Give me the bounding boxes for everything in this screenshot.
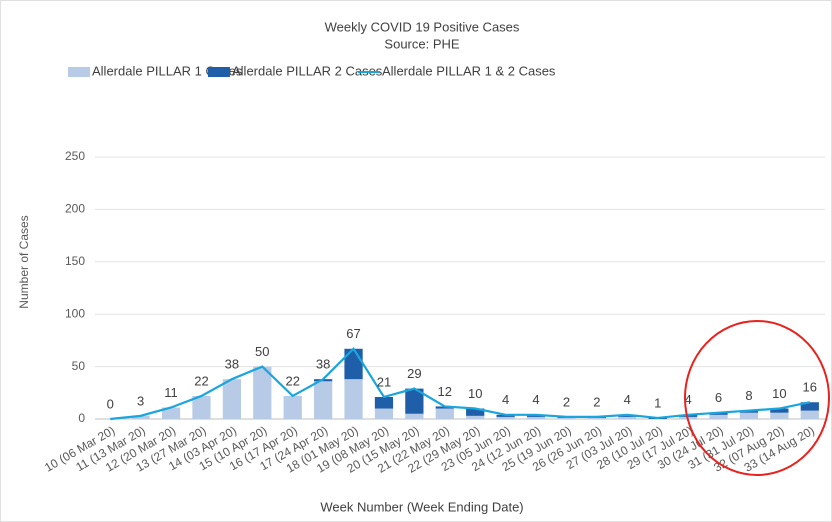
bar: [770, 412, 789, 419]
bar: [770, 408, 789, 413]
data-label: 21: [377, 374, 391, 389]
bar: [374, 408, 394, 419]
data-label: 38: [316, 357, 330, 372]
y-tick-label: 200: [65, 202, 85, 216]
bar: [344, 379, 363, 419]
data-label: 11: [164, 385, 178, 400]
y-tick-label: 50: [72, 359, 86, 373]
data-label: 6: [715, 390, 722, 405]
y-tick-label: 0: [78, 411, 85, 425]
bar: [283, 395, 302, 419]
bar: [405, 388, 424, 414]
data-label: 1: [654, 395, 661, 410]
line: [110, 347, 811, 421]
bar: [526, 416, 546, 419]
data-label: 22: [285, 373, 299, 388]
bar: [800, 410, 819, 419]
y-tick-label: 150: [65, 254, 85, 268]
data-label: 3: [137, 393, 144, 408]
bar: [314, 381, 333, 419]
bar: [161, 407, 181, 419]
chart-title: Weekly COVID 19 Positive Cases: [325, 19, 520, 34]
data-label: 38: [225, 357, 239, 372]
data-label: 29: [407, 366, 421, 381]
data-label: 0: [107, 396, 114, 411]
bar: [131, 415, 150, 419]
bar: [587, 417, 606, 419]
y-axis-label: Number of Cases: [17, 215, 31, 308]
bar: [800, 402, 819, 411]
bar: [557, 417, 576, 419]
bar: [466, 408, 485, 416]
bar: [374, 396, 394, 409]
x-axis-label: Week Number (Week Ending Date): [320, 499, 523, 514]
data-label: 12: [438, 384, 452, 399]
data-label: 10: [772, 386, 786, 401]
highlight-circle: [684, 320, 830, 476]
bar: [709, 414, 728, 419]
data-label: 4: [502, 392, 509, 407]
chart-subtitle: Source: PHE: [384, 36, 459, 51]
data-label: 10: [468, 386, 482, 401]
legend-label: Allerdale PILLAR 2 Cases: [232, 63, 383, 78]
bar: [496, 416, 515, 419]
bar: [739, 412, 759, 419]
legend-swatch: [68, 67, 90, 77]
bar: [192, 395, 211, 419]
bar: [344, 348, 363, 380]
bar: [435, 408, 454, 419]
data-label: 67: [346, 326, 360, 341]
data-label: 8: [745, 388, 752, 403]
data-label: 22: [194, 373, 208, 388]
data-label: 2: [563, 394, 570, 409]
bar: [405, 413, 424, 419]
legend-swatch: [208, 67, 230, 77]
bar: [466, 415, 485, 419]
data-label: 4: [624, 392, 631, 407]
bar: [222, 379, 241, 419]
legend-label: Allerdale PILLAR 1 & 2 Cases: [382, 63, 556, 78]
bar: [253, 366, 272, 419]
data-label: 2: [593, 394, 600, 409]
legend-label: Allerdale PILLAR 1 Cases: [92, 63, 243, 78]
y-tick-label: 100: [65, 306, 85, 320]
data-label: 4: [532, 392, 539, 407]
bar: [618, 416, 637, 419]
data-label: 50: [255, 344, 269, 359]
data-label: 4: [685, 392, 692, 407]
y-tick-label: 250: [65, 149, 85, 163]
data-label: 16: [803, 380, 817, 395]
